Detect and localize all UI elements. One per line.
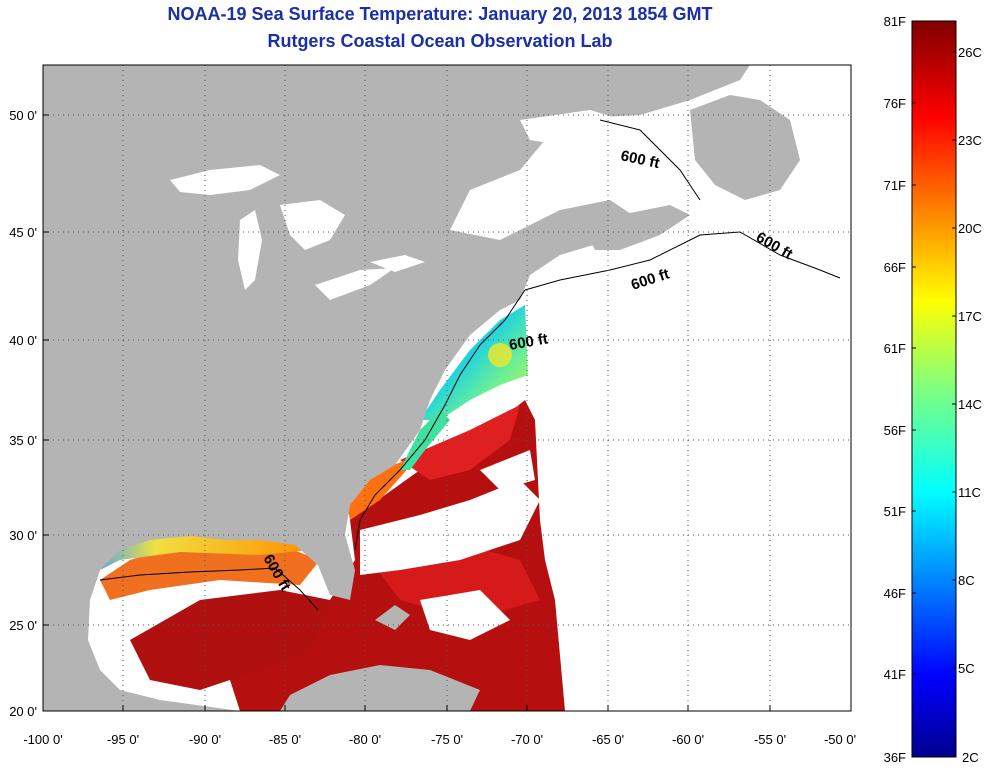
- colorbar-f-label: 66F: [884, 260, 906, 275]
- lon-label: -95 0': [107, 732, 139, 747]
- colorbar: 81F 76F 71F 66F 61F 56F 51F 46F 41F 36F …: [884, 14, 982, 765]
- lon-label: -80 0': [349, 732, 381, 747]
- lon-label: -60 0': [672, 732, 704, 747]
- colorbar-f-label: 36F: [884, 750, 906, 765]
- tick-marks: [42, 114, 852, 712]
- colorbar-f-label: 46F: [884, 586, 906, 601]
- map-title: NOAA-19 Sea Surface Temperature: January…: [167, 4, 713, 24]
- colorbar-c-label: 17C: [958, 309, 982, 324]
- colorbar-f-label: 41F: [884, 667, 906, 682]
- lat-label: 30 0': [9, 528, 37, 543]
- lat-label: 40 0': [9, 333, 37, 348]
- colorbar-c-label: 2C: [962, 750, 979, 765]
- colorbar-f-label: 56F: [884, 423, 906, 438]
- lat-label: 35 0': [9, 433, 37, 448]
- colorbar-f-label: 71F: [884, 178, 906, 193]
- sst-data: [90, 305, 565, 711]
- latitude-labels: 50 0' 45 0' 40 0' 35 0' 30 0' 25 0' 20 0…: [9, 108, 37, 719]
- colorbar-c-label: 20C: [958, 221, 982, 236]
- contour-label-4: 600 ft: [508, 330, 550, 354]
- lon-label: -90 0': [189, 732, 221, 747]
- lon-label: -70 0': [511, 732, 543, 747]
- lon-label: -65 0': [592, 732, 624, 747]
- lat-label: 25 0': [9, 618, 37, 633]
- colorbar-c-label: 8C: [958, 573, 975, 588]
- lon-label: -85 0': [269, 732, 301, 747]
- lat-label: 20 0': [9, 704, 37, 719]
- colorbar-c-label: 11C: [958, 485, 981, 500]
- lon-label: -50 0': [824, 732, 856, 747]
- lon-label: -55 0': [754, 732, 786, 747]
- map-subtitle: Rutgers Coastal Ocean Observation Lab: [267, 31, 613, 51]
- colorbar-c-label: 26C: [958, 45, 982, 60]
- colorbar-c-label: 14C: [958, 397, 982, 412]
- lon-label: -100 0': [23, 732, 62, 747]
- colorbar-c-label: 23C: [958, 133, 982, 148]
- great-lakes: [170, 110, 680, 300]
- longitude-labels: -100 0' -95 0' -90 0' -85 0' -80 0' -75 …: [23, 732, 856, 747]
- isobath-600ft: [99, 119, 841, 611]
- colorbar-f-label: 81F: [884, 14, 906, 29]
- colorbar-c-label: 5C: [958, 661, 975, 676]
- lon-label: -75 0': [431, 732, 463, 747]
- lat-label: 50 0': [9, 108, 37, 123]
- colorbar-f-label: 76F: [884, 96, 906, 111]
- colorbar-gradient: [911, 20, 957, 758]
- colorbar-f-label: 51F: [884, 504, 906, 519]
- land: [43, 65, 800, 711]
- colorbar-f-label: 61F: [884, 341, 906, 356]
- lat-label: 45 0': [9, 225, 37, 240]
